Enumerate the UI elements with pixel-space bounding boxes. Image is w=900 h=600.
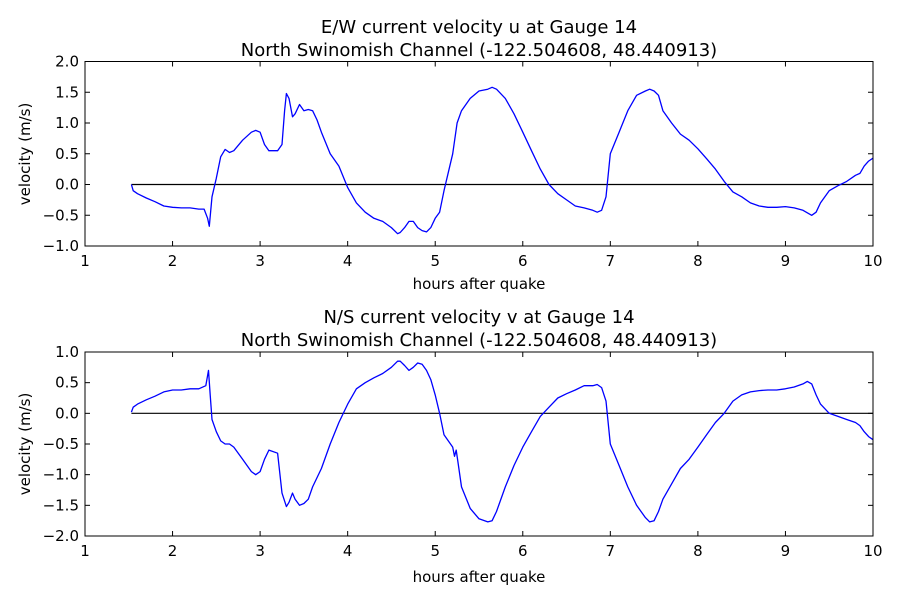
y-tick-label: −1.0 [43,466,79,484]
x-tick-label: 9 [781,542,791,560]
x-tick-label: 3 [255,542,265,560]
x-tick-label: 2 [168,252,178,270]
chart-subtitle: North Swinomish Channel (-122.504608, 48… [241,40,717,61]
y-axis-label: velocity (m/s) [16,393,34,496]
y-tick-label: 1.5 [55,83,79,101]
y-tick-label: 2.0 [55,53,79,71]
x-axis-label: hours after quake [413,275,546,293]
x-tick-label: 6 [518,252,528,270]
plot-frame [84,61,874,247]
x-tick-label: 10 [863,542,882,560]
series-line [130,86,874,235]
x-tick-label: 3 [255,252,265,270]
y-tick-label: 1.0 [55,114,79,132]
plot-frame [84,351,874,537]
x-tick-label: 1 [80,542,90,560]
x-tick-label: 4 [343,542,353,560]
x-tick-label: 5 [430,542,440,560]
x-axis-label: hours after quake [413,568,546,586]
y-axis-label: velocity (m/s) [16,103,34,206]
x-tick-label: 6 [518,542,528,560]
y-tick-label: −1.5 [43,496,79,514]
y-tick-label: 0.0 [55,404,79,422]
series-line [130,360,874,523]
y-tick-label: 0.5 [55,145,79,163]
chart-subtitle: North Swinomish Channel (-122.504608, 48… [241,330,717,351]
y-tick-label: 0.5 [55,374,79,392]
x-tick-label: 8 [693,252,703,270]
x-tick-label: 4 [343,252,353,270]
y-tick-label: −1.0 [43,237,79,255]
x-tick-label: 2 [168,542,178,560]
x-tick-label: 5 [430,252,440,270]
x-tick-label: 7 [606,542,616,560]
ns-velocity-chart: N/S current velocity v at Gauge 14 North… [16,307,883,586]
chart-title: N/S current velocity v at Gauge 14 [323,307,634,328]
x-tick-label: 8 [693,542,703,560]
ew-velocity-chart: E/W current velocity u at Gauge 14 North… [16,17,883,293]
x-tick-label: 7 [606,252,616,270]
x-tick-label: 10 [863,252,882,270]
y-tick-label: 1.0 [55,343,79,361]
y-tick-label: −0.5 [43,206,79,224]
y-tick-label: 0.0 [55,176,79,194]
x-tick-label: 1 [80,252,90,270]
chart-title: E/W current velocity u at Gauge 14 [321,17,637,38]
y-tick-label: −2.0 [43,527,79,545]
y-tick-label: −0.5 [43,435,79,453]
x-tick-label: 9 [781,252,791,270]
